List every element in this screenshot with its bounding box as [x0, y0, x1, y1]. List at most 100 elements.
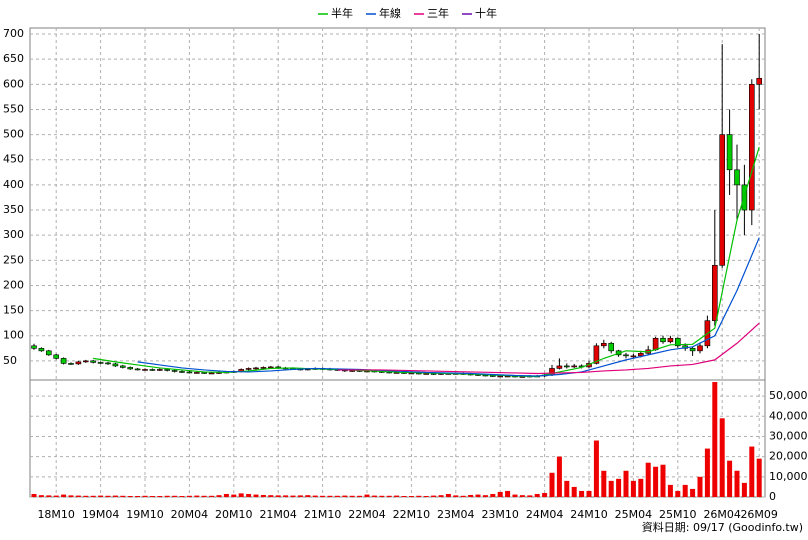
candle-body	[563, 365, 570, 368]
volume-bar	[438, 495, 444, 497]
volume-bar	[231, 494, 237, 497]
x-tick-label: 22M04	[348, 508, 386, 521]
volume-bar	[31, 493, 37, 497]
volume-bar	[142, 495, 148, 497]
volume-bar	[697, 476, 703, 497]
candle-body	[734, 169, 740, 186]
volume-bar	[327, 495, 333, 497]
volume-bar	[623, 470, 629, 497]
candle-body	[719, 134, 726, 266]
volume-bar	[90, 495, 96, 497]
legend-label: 三年	[427, 6, 449, 20]
candle-body	[186, 371, 193, 374]
volume-bar	[120, 495, 126, 497]
volume-bar	[756, 458, 762, 497]
volume-bar	[704, 448, 710, 497]
volume-tick-label: 20,000	[769, 450, 808, 463]
candle-body	[83, 360, 89, 363]
candle-body	[38, 348, 45, 352]
x-tick-label: 24M10	[570, 508, 608, 521]
x-tick-label: 20M10	[215, 508, 253, 521]
candle-body	[60, 358, 67, 364]
candle-body	[179, 371, 185, 373]
candle-body	[105, 362, 111, 365]
volume-bar	[727, 460, 733, 497]
y-tick-label: 450	[3, 153, 24, 166]
volume-tick-label: 30,000	[769, 429, 808, 442]
y-tick-label: 50	[3, 354, 17, 367]
y-tick-label: 550	[3, 102, 24, 115]
candle-body	[674, 337, 681, 347]
volume-bar	[172, 495, 178, 497]
volume-bar	[275, 495, 281, 497]
candle-body	[697, 345, 703, 352]
volume-tick-label: 40,000	[769, 409, 808, 422]
volume-bar	[209, 495, 215, 497]
legend-label: 年線	[379, 6, 401, 20]
candle-body	[260, 367, 267, 369]
y-tick-label: 200	[3, 278, 24, 291]
candle-body	[31, 345, 37, 349]
volume-bar	[320, 495, 326, 497]
volume-bar	[268, 495, 274, 497]
volume-bar	[616, 478, 622, 497]
x-tick-label: 25M04	[615, 508, 653, 521]
x-tick-label: 22M10	[393, 508, 431, 521]
candle-body	[171, 370, 178, 372]
candle-body	[423, 373, 430, 375]
volume-bar	[475, 494, 481, 497]
candle-body	[112, 363, 119, 367]
candle-body	[652, 337, 659, 351]
x-tick-label: 21M10	[304, 508, 342, 521]
candle-body	[667, 337, 674, 343]
volume-tick-label: 10,000	[769, 470, 808, 483]
volume-bar	[534, 493, 540, 497]
volume-bar	[564, 480, 570, 497]
volume-bar	[349, 495, 355, 497]
volume-bar	[741, 482, 747, 497]
volume-bar	[342, 495, 348, 497]
candle-body	[253, 367, 259, 370]
y-tick-label: 250	[3, 253, 24, 266]
candle-body	[90, 360, 96, 363]
y-tick-label: 500	[3, 128, 24, 141]
candle-body	[245, 368, 252, 370]
volume-bar	[83, 495, 89, 497]
x-tick-label: 21M04	[259, 508, 297, 521]
volume-bar	[586, 490, 592, 497]
candle-body	[53, 354, 60, 359]
volume-bar	[667, 484, 673, 497]
volume-bar	[542, 492, 548, 497]
volume-bar	[408, 495, 414, 497]
y-tick-label: 650	[3, 52, 24, 65]
volume-bar	[468, 494, 474, 497]
volume-bar	[186, 495, 192, 497]
candle-body	[208, 372, 215, 375]
y-tick-label: 100	[3, 329, 24, 342]
volume-bar	[601, 470, 607, 497]
candle-body	[68, 363, 74, 365]
volume-bar	[749, 446, 755, 497]
volume-tick-label: 50,000	[769, 389, 808, 402]
volume-bar	[394, 495, 400, 497]
candle-body	[726, 134, 733, 171]
y-tick-label: 350	[3, 203, 24, 216]
source-note: 資料日期: 09/17 (Goodinfo.tw)	[642, 520, 803, 534]
volume-bar	[630, 480, 636, 497]
volume-bar	[423, 495, 429, 497]
candle-body	[497, 375, 504, 378]
volume-bar	[305, 495, 311, 497]
candle-body	[267, 366, 274, 369]
volume-bar	[157, 495, 163, 497]
volume-bar	[53, 495, 59, 497]
volume-bar	[660, 464, 666, 497]
volume-bar	[297, 495, 303, 497]
x-tick-label: 24M04	[526, 508, 564, 521]
volume-bar	[571, 486, 577, 497]
candle-body	[194, 372, 200, 374]
volume-bar	[527, 495, 533, 497]
x-tick-label: 19M10	[126, 508, 164, 521]
volume-bar	[98, 495, 104, 497]
volume-bar	[149, 495, 155, 497]
volume-bar	[201, 495, 207, 497]
